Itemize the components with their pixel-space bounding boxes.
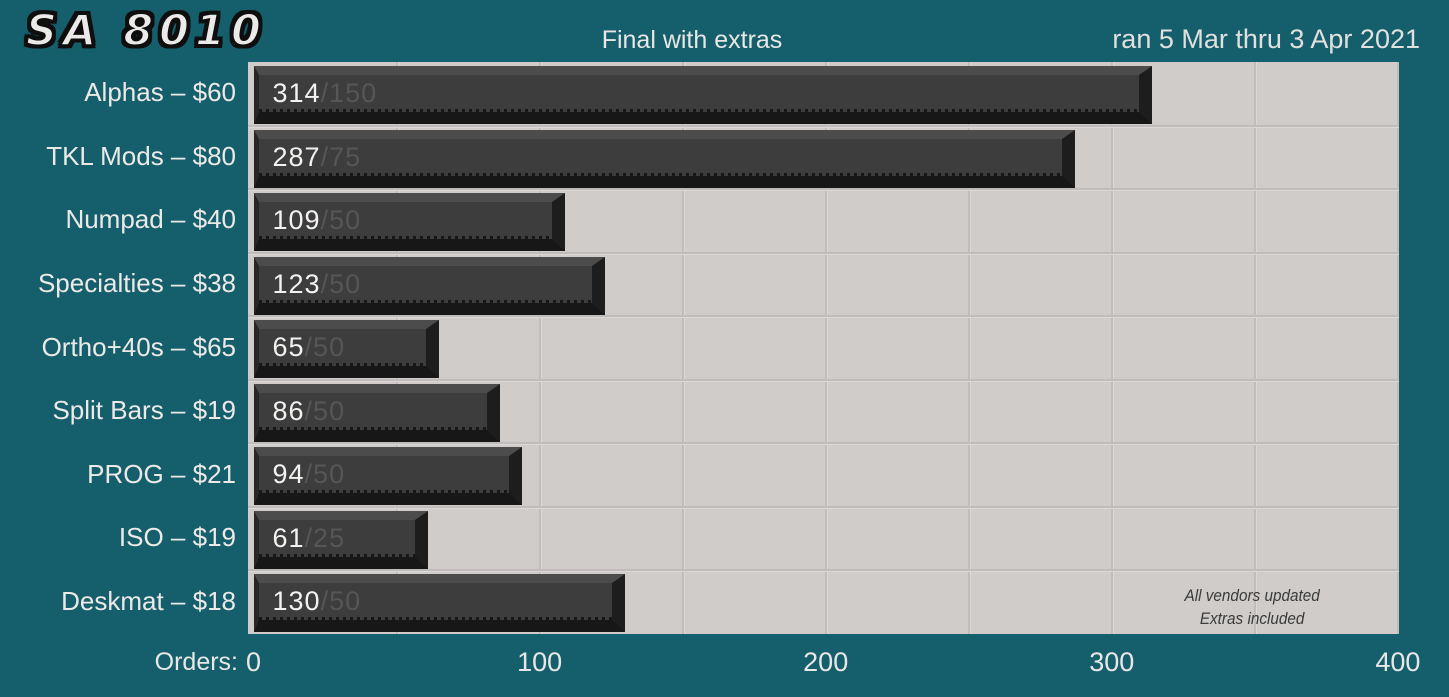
category-label: TKL Mods – $80 xyxy=(46,140,236,171)
logo: SA 8010 xyxy=(25,5,267,57)
bar-moq: /150 xyxy=(320,78,378,108)
gridline xyxy=(824,62,827,634)
row-separator xyxy=(248,378,1399,381)
row-separator xyxy=(248,505,1399,508)
gridline xyxy=(1110,62,1113,634)
bar: 287/75 xyxy=(253,129,1075,188)
bar-moq: /25 xyxy=(304,522,346,553)
category-label: PROG – $21 xyxy=(87,458,236,489)
bar-moq: /50 xyxy=(320,205,362,236)
chart-title: Final with extras xyxy=(601,26,783,54)
bar-value: 86 xyxy=(272,395,305,426)
row-separator xyxy=(248,442,1399,445)
footnote-line-1: All vendors updated xyxy=(1184,586,1320,605)
bar-moq: /75 xyxy=(320,141,362,172)
bar-value: 287 xyxy=(272,141,321,172)
category-label: Ortho+40s – $65 xyxy=(41,331,236,362)
row-separator xyxy=(248,124,1399,127)
bar-moq: /50 xyxy=(320,268,362,299)
bar-value: 314 xyxy=(272,78,321,108)
footnote: All vendors updated Extras included xyxy=(1184,584,1319,630)
category-label: Split Bars – $19 xyxy=(52,395,236,426)
x-tick-label: 100 xyxy=(517,647,563,677)
bar-moq: /50 xyxy=(304,395,346,426)
x-tick-label: 0 xyxy=(245,647,262,677)
category-label: Specialties – $38 xyxy=(37,267,236,298)
bar-value: 123 xyxy=(272,268,321,299)
bar: 61/25 xyxy=(253,510,429,569)
x-axis-label: Orders: xyxy=(154,648,238,676)
bar-value: 65 xyxy=(272,332,305,363)
date-range: ran 5 Mar thru 3 Apr 2021 xyxy=(1112,24,1420,54)
category-label: ISO – $19 xyxy=(118,522,236,553)
bar: 130/50 xyxy=(253,574,626,633)
bar-value: 130 xyxy=(272,586,321,617)
gridline xyxy=(967,62,970,634)
row-separator xyxy=(248,569,1399,572)
gridline xyxy=(681,62,684,634)
bar-moq: /50 xyxy=(304,459,346,490)
plot-area: All vendors updated Extras included 314/… xyxy=(248,62,1399,634)
bar: 86/50 xyxy=(253,383,500,442)
bar-value: 94 xyxy=(272,459,305,490)
bar-value: 109 xyxy=(272,205,321,236)
category-label: Deskmat – $18 xyxy=(61,585,236,616)
x-tick-label: 300 xyxy=(1089,647,1135,677)
row-separator xyxy=(248,315,1399,318)
bar-moq: /50 xyxy=(304,332,346,363)
bar: 109/50 xyxy=(253,193,566,252)
category-labels: Alphas – $60 TKL Mods – $80 Numpad – $40 Sp… xyxy=(0,62,248,634)
x-tick-label: 200 xyxy=(803,647,849,677)
gridline xyxy=(1396,62,1399,634)
bar: 314/150 xyxy=(253,66,1152,124)
category-label: Alphas – $60 xyxy=(84,77,236,108)
x-axis: Orders: 0 100 200 300 400 xyxy=(0,634,1449,697)
row-separator xyxy=(248,251,1399,254)
footnote-line-2: Extras included xyxy=(1199,609,1305,628)
x-tick-label: 400 xyxy=(1375,647,1421,677)
row-separator xyxy=(248,188,1399,191)
gridline xyxy=(1253,62,1256,634)
bar: 123/50 xyxy=(253,256,606,315)
category-label: Numpad – $40 xyxy=(65,204,236,235)
gridline xyxy=(538,62,541,634)
bar: 94/50 xyxy=(253,447,523,506)
bar-moq: /50 xyxy=(320,586,362,617)
bar-value: 61 xyxy=(272,522,305,553)
bar: 65/50 xyxy=(253,320,440,379)
